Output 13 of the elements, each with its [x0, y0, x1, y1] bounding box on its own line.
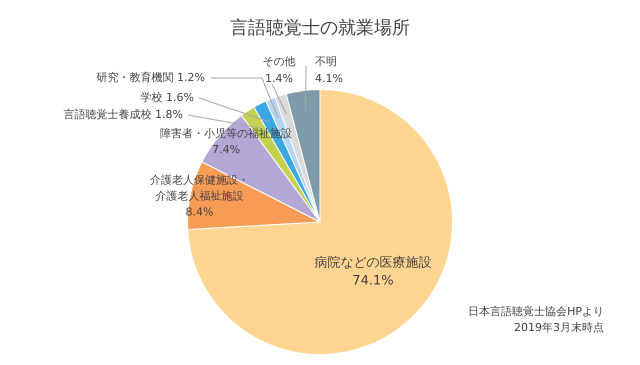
slice-label: その他: [262, 54, 296, 68]
data-label: 1.4%: [265, 72, 293, 85]
slice-label: 不明: [315, 54, 337, 68]
text: 日本言語聴覚士協会HPより: [468, 304, 604, 318]
chart-title: 言語聴覚士の就業場所: [230, 18, 410, 39]
slice-label: 病院などの医療施設: [314, 255, 432, 270]
data-label: 4.1%: [315, 72, 343, 85]
text: 2019年3月末時点: [514, 320, 604, 334]
slice-label: 学校 1.6%: [140, 90, 194, 104]
slice-label: 研究・教育機関 1.2%: [96, 70, 205, 84]
data-label: 74.1%: [352, 273, 394, 288]
data-label: 7.4%: [212, 143, 240, 156]
slice-label: 言語聴覚士養成校 1.8%: [64, 108, 183, 121]
